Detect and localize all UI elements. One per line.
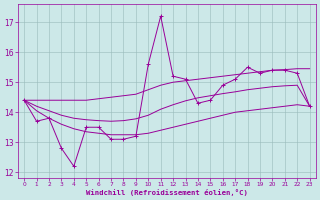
X-axis label: Windchill (Refroidissement éolien,°C): Windchill (Refroidissement éolien,°C) <box>86 189 248 196</box>
